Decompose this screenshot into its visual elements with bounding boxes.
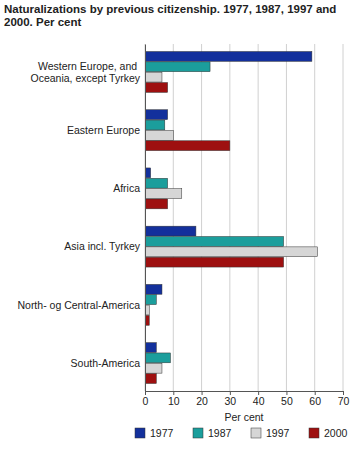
tick-mark	[343, 391, 344, 395]
bar	[145, 284, 162, 294]
tick: Africa	[113, 182, 145, 194]
bar	[145, 120, 165, 130]
tick-mark	[230, 391, 231, 395]
bar	[145, 257, 284, 267]
legend: 1977 1987 1997 2000	[135, 427, 348, 439]
tick-label: Eastern Europe	[67, 124, 140, 136]
bars	[145, 52, 318, 384]
x-axis-title: Per cent	[224, 411, 263, 423]
series	[145, 62, 284, 363]
grid-line	[258, 44, 259, 391]
tick-mark	[145, 391, 146, 395]
legend-label: 1997	[266, 427, 290, 439]
tick-label: South-America	[71, 357, 141, 369]
plot: 0 10 20 30 40 50 60 70 Western Europe, and Ocean…	[17, 44, 349, 407]
bar	[145, 83, 168, 93]
tick-label: 10	[168, 395, 180, 407]
tick: 30	[225, 391, 237, 407]
chart: Naturalizations by previous citizenship.…	[0, 0, 355, 451]
bar	[145, 247, 318, 257]
tick: 60	[309, 391, 321, 407]
bar	[145, 141, 230, 151]
legend-label: 2000	[324, 427, 348, 439]
grid-line	[343, 44, 344, 391]
legend-swatch	[251, 428, 261, 438]
legend-swatch	[135, 428, 145, 438]
bar	[145, 199, 168, 209]
legend-item: 1977	[135, 427, 174, 439]
legend-item: 1997	[251, 427, 290, 439]
legend-item: 1987	[193, 427, 232, 439]
legend-label: 1977	[150, 427, 174, 439]
tick: North- og Central-America	[17, 299, 145, 311]
tick: 20	[196, 391, 208, 407]
bar	[145, 62, 210, 72]
tick-mark	[258, 391, 259, 395]
series	[145, 52, 312, 353]
bar	[145, 130, 173, 140]
bar	[145, 363, 162, 373]
tick-label: 30	[225, 395, 237, 407]
tick: 40	[253, 391, 265, 407]
tick-label: Western Europe, and Oceania, except Tyrk…	[30, 60, 140, 84]
tick: 50	[281, 391, 293, 407]
series	[145, 72, 318, 373]
grid	[145, 44, 343, 391]
grid-line	[145, 44, 146, 391]
bar	[145, 178, 168, 188]
bar	[145, 353, 170, 363]
tick-label: 50	[281, 395, 293, 407]
grid-line	[286, 44, 287, 391]
tick-label: 60	[309, 395, 321, 407]
tick-mark	[315, 391, 316, 395]
tick: South-America	[71, 357, 145, 369]
axis-line	[145, 45, 146, 392]
legend-item: 2000	[309, 427, 348, 439]
tick-label: Africa	[113, 182, 140, 194]
grid-line	[314, 44, 315, 391]
tick: 10	[168, 391, 180, 407]
tick: Asia incl. Tyrkey	[64, 240, 145, 252]
tick: 70	[338, 391, 350, 407]
bar	[145, 189, 182, 199]
tick-label: Asia incl. Tyrkey	[64, 240, 140, 252]
bar	[145, 295, 156, 305]
y-axis: Western Europe, and Oceania, except Tyrk…	[17, 45, 145, 392]
grid-line	[229, 44, 230, 391]
tick-label: 0	[143, 395, 149, 407]
bar	[145, 237, 284, 247]
bar	[145, 72, 162, 82]
grid-line	[173, 44, 174, 391]
tick-mark	[173, 391, 174, 395]
legend-label: 1987	[208, 427, 232, 439]
tick-label: 70	[338, 395, 350, 407]
bar	[145, 110, 168, 120]
title: Naturalizations by previous citizenship.…	[4, 3, 340, 28]
bar	[145, 343, 156, 353]
tick-label: North- og Central-America	[17, 299, 140, 311]
tick: Western Europe, and Oceania, except Tyrk…	[30, 60, 145, 84]
tick: 0	[143, 391, 149, 407]
tick-label: 40	[253, 395, 265, 407]
bar	[145, 226, 196, 236]
legend-swatch	[309, 428, 319, 438]
series	[145, 83, 284, 384]
legend-swatch	[193, 428, 203, 438]
x-axis: 0 10 20 30 40 50 60 70	[143, 391, 350, 407]
tick-mark	[202, 391, 203, 395]
tick-label: 20	[196, 395, 208, 407]
tick: Eastern Europe	[67, 124, 145, 136]
grid-line	[201, 44, 202, 391]
bar	[145, 52, 312, 62]
bar	[145, 374, 156, 384]
tick-mark	[286, 391, 287, 395]
